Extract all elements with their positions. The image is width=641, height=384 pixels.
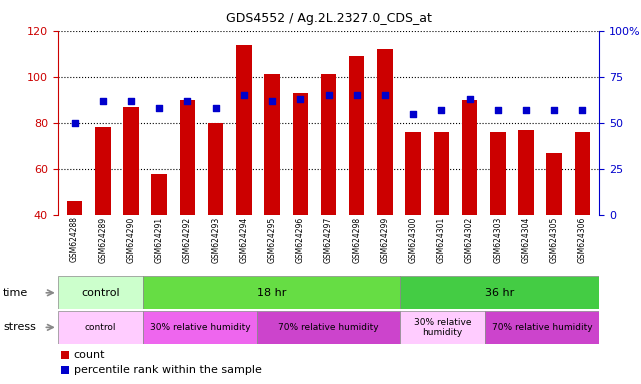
Bar: [546, 153, 562, 215]
Point: [408, 111, 419, 117]
Text: control: control: [85, 323, 116, 332]
Bar: [574, 132, 590, 215]
Bar: [264, 74, 280, 215]
Text: count: count: [74, 350, 105, 360]
Text: 70% relative humidity: 70% relative humidity: [278, 323, 379, 332]
Point: [126, 98, 136, 104]
Text: GDS4552 / Ag.2L.2327.0_CDS_at: GDS4552 / Ag.2L.2327.0_CDS_at: [226, 12, 431, 25]
Bar: [349, 56, 365, 215]
Bar: [292, 93, 308, 215]
Point: [465, 96, 475, 102]
Point: [521, 107, 531, 113]
Point: [493, 107, 503, 113]
Point: [267, 98, 277, 104]
Point: [97, 98, 108, 104]
Bar: [400, 311, 485, 344]
Point: [182, 98, 192, 104]
Bar: [95, 127, 111, 215]
Point: [295, 96, 305, 102]
Text: stress: stress: [3, 322, 36, 333]
Bar: [208, 123, 224, 215]
Bar: [257, 311, 400, 344]
Bar: [400, 276, 599, 309]
Bar: [433, 132, 449, 215]
Point: [578, 107, 588, 113]
Text: 18 hr: 18 hr: [257, 288, 286, 298]
Point: [238, 92, 249, 98]
Bar: [143, 276, 400, 309]
Text: time: time: [3, 288, 28, 298]
Bar: [67, 201, 83, 215]
Text: percentile rank within the sample: percentile rank within the sample: [74, 365, 262, 375]
Text: 30% relative
humidity: 30% relative humidity: [414, 318, 471, 337]
Point: [437, 107, 447, 113]
Text: 70% relative humidity: 70% relative humidity: [492, 323, 593, 332]
Bar: [405, 132, 421, 215]
Text: 36 hr: 36 hr: [485, 288, 514, 298]
Bar: [143, 311, 257, 344]
Point: [210, 105, 221, 111]
Bar: [58, 311, 143, 344]
Text: control: control: [81, 288, 120, 298]
Bar: [123, 107, 139, 215]
Point: [69, 120, 79, 126]
Bar: [179, 100, 196, 215]
Bar: [58, 276, 143, 309]
Bar: [518, 130, 534, 215]
Bar: [320, 74, 337, 215]
Text: 30% relative humidity: 30% relative humidity: [150, 323, 251, 332]
Point: [323, 92, 333, 98]
Point: [549, 107, 560, 113]
Bar: [485, 311, 599, 344]
Bar: [151, 174, 167, 215]
Bar: [236, 45, 252, 215]
Point: [154, 105, 164, 111]
Bar: [377, 49, 393, 215]
Bar: [462, 100, 478, 215]
Point: [352, 92, 362, 98]
Bar: [490, 132, 506, 215]
Point: [380, 92, 390, 98]
